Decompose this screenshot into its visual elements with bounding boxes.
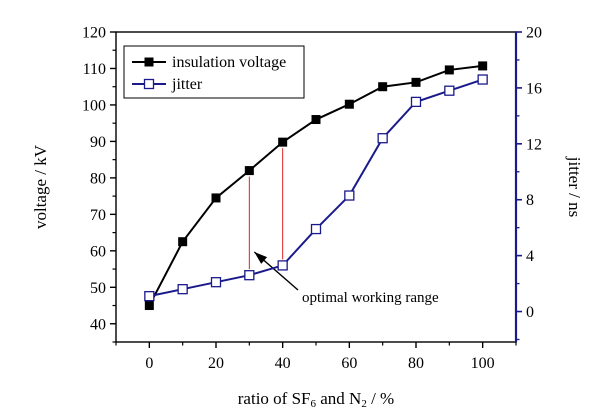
y-axis-label: voltage / kV [31, 144, 50, 229]
voltage-point [311, 115, 321, 125]
jitter-point [444, 85, 455, 96]
jitter-point [144, 291, 155, 302]
x-tick-label: 80 [408, 355, 424, 372]
x-tick-label: 60 [341, 355, 357, 372]
voltage-point [178, 237, 188, 247]
jitter-point [310, 223, 322, 235]
legend-marker-1 [143, 78, 155, 90]
jitter-point [244, 270, 255, 281]
voltage-point [378, 82, 388, 92]
voltage-point [144, 301, 154, 311]
y-tick-label: 110 [83, 61, 106, 78]
x-axis-label-part: and N [316, 389, 361, 408]
y-tick-label: 50 [90, 280, 106, 297]
x-axis-label-part: 6 [311, 398, 317, 410]
x-tick-label: 0 [145, 355, 153, 372]
y2-tick-label: 16 [526, 80, 542, 97]
y2-tick-label: 20 [526, 25, 542, 42]
y-tick-label: 90 [90, 134, 106, 151]
y2-tick-label: 0 [526, 304, 534, 321]
y-tick-label: 120 [82, 25, 106, 42]
jitter-point [177, 284, 188, 295]
x-tick-label: 40 [275, 355, 291, 372]
jitter-point [410, 96, 422, 108]
x-axis-label-part: ratio of SF [238, 389, 311, 408]
y-tick-label: 80 [90, 170, 106, 187]
series-line-0 [148, 64, 483, 306]
annotation-text: optimal working range [302, 290, 439, 306]
legend-label-1: jitter [171, 76, 203, 93]
x-axis-label-part: / % [367, 389, 394, 408]
y2-axis-label: jitter / ns [565, 156, 584, 217]
voltage-point [278, 137, 288, 147]
voltage-point [411, 77, 421, 87]
x-axis-label: ratio of SF6 and N2 / % [238, 389, 394, 410]
legend-box [123, 45, 305, 99]
jitter-point [344, 190, 355, 201]
series-line-1 [149, 78, 483, 298]
annotation-arrow-head [254, 252, 268, 264]
y-tick-label: 70 [90, 207, 106, 224]
voltage-point [478, 61, 488, 71]
jitter-point [210, 277, 222, 288]
legend-label-0: insulation voltage [172, 54, 286, 71]
jitter-point [277, 260, 288, 271]
y-tick-label: 40 [90, 316, 106, 333]
y2-tick-label: 4 [526, 248, 534, 265]
voltage-point [344, 99, 354, 109]
y2-tick-label: 8 [526, 192, 534, 209]
jitter-point [377, 133, 388, 144]
jitter-point [477, 74, 488, 85]
voltage-point [444, 65, 454, 75]
x-axis-label-part: 2 [361, 398, 367, 410]
x-tick-label: 20 [208, 355, 224, 372]
y-tick-label: 100 [82, 97, 106, 114]
x-tick-label: 100 [471, 355, 495, 372]
y2-tick-label: 12 [526, 136, 542, 153]
y-tick-label: 60 [90, 243, 106, 260]
voltage-point [244, 166, 254, 176]
voltage-point [211, 193, 221, 203]
legend-marker-0 [144, 57, 154, 67]
